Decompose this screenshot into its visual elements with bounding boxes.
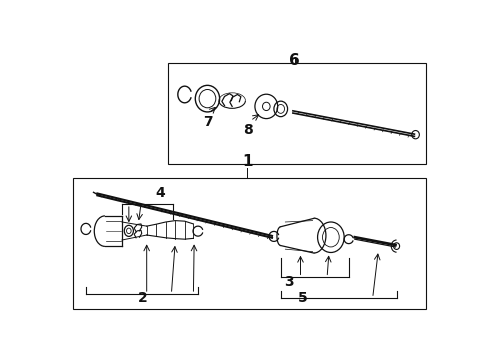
Text: 5: 5 xyxy=(297,291,307,305)
Bar xyxy=(73,177,426,309)
Text: 3: 3 xyxy=(284,275,294,288)
Text: 1: 1 xyxy=(242,154,252,169)
Text: 6: 6 xyxy=(290,53,300,68)
Text: 2: 2 xyxy=(138,291,148,305)
Text: 4: 4 xyxy=(155,186,165,200)
Text: 7: 7 xyxy=(203,115,212,129)
Bar xyxy=(168,63,426,164)
Text: 8: 8 xyxy=(244,123,253,137)
